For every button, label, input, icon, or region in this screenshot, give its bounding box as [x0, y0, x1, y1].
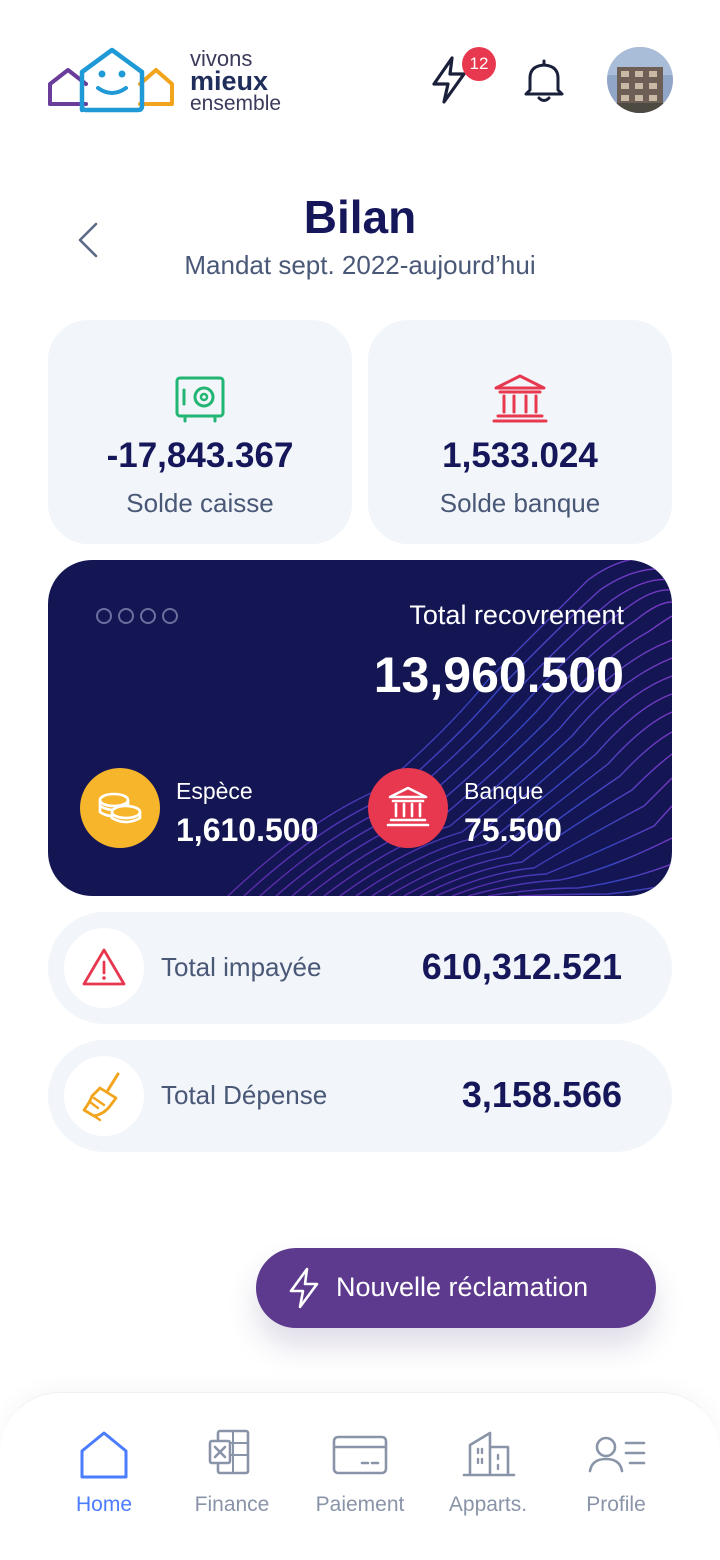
flash-icon: [432, 56, 466, 104]
total-recouvrement-label: Total recovrement: [409, 600, 624, 630]
wave-pattern-decoration: [227, 560, 672, 896]
nouvelle-reclamation-button[interactable]: Nouvelle réclamation: [256, 1248, 656, 1328]
nav-home[interactable]: Home: [40, 1393, 168, 1560]
flash-badge: 12: [462, 47, 496, 81]
avatar-building-image: [607, 47, 673, 113]
page-title: Bilan: [303, 191, 417, 243]
banque-value: 75.500: [464, 812, 562, 848]
chevron-left-icon: [78, 222, 98, 258]
warning-icon: [82, 948, 126, 986]
recouvrement-card[interactable]: Total recovrement 13,960.500 Espèce 1,61…: [48, 560, 672, 896]
total-depense-row[interactable]: Total Dépense 3,158.566: [48, 1040, 672, 1152]
solde-caisse-label: Solde caisse: [126, 488, 274, 518]
card-icon: [332, 1435, 388, 1475]
solde-caisse-card[interactable]: -17,843.367 Solde caisse: [48, 320, 352, 544]
flash-button[interactable]: [424, 52, 474, 108]
logo-line-1: vivons: [190, 46, 253, 71]
total-impayee-label: Total impayée: [161, 952, 322, 982]
card-dots: [96, 608, 184, 629]
home-icon: [80, 1431, 128, 1479]
nav-home-label: Home: [75, 1493, 133, 1516]
bell-icon: [524, 59, 564, 102]
nav-finance-label: Finance: [194, 1493, 270, 1516]
coins-icon-wrapper: [80, 768, 160, 848]
nav-profile-label: Profile: [586, 1493, 646, 1516]
back-button[interactable]: [70, 218, 106, 262]
nav-finance[interactable]: Finance: [168, 1393, 296, 1560]
nav-profile[interactable]: Profile: [552, 1393, 680, 1560]
espece-label: Espèce: [176, 778, 253, 804]
nav-paiement[interactable]: Paiement: [296, 1393, 424, 1560]
espece-value: 1,610.500: [176, 812, 319, 848]
bank-icon: [386, 786, 430, 827]
banque-item: Banque 75.500: [368, 768, 648, 848]
broom-icon: [82, 1072, 120, 1122]
building-icon: [462, 1431, 516, 1477]
solde-banque-label: Solde banque: [439, 488, 601, 518]
solde-caisse-value: -17,843.367: [106, 436, 294, 475]
avatar[interactable]: [607, 47, 673, 113]
safe-icon-wrapper: [48, 372, 352, 426]
bank-icon-wrapper: [368, 372, 672, 426]
flash-icon: [289, 1267, 319, 1309]
nav-apparts[interactable]: Apparts.: [424, 1393, 552, 1560]
coins-icon: [98, 792, 142, 824]
logo-houses-icon: [48, 47, 174, 113]
total-impayee-row[interactable]: Total impayée 610,312.521: [48, 912, 672, 1024]
notifications-button[interactable]: [518, 54, 570, 106]
bank-icon-wrapper: [368, 768, 448, 848]
spreadsheet-icon: [208, 1429, 250, 1475]
dot: [140, 608, 156, 624]
logo-wordmark: vivons mieux ensemble: [190, 46, 282, 115]
espece-item: Espèce 1,610.500: [80, 768, 360, 848]
warning-icon-wrapper: [64, 928, 144, 1008]
nouvelle-reclamation-label: Nouvelle réclamation: [336, 1272, 589, 1302]
profile-icon: [588, 1436, 646, 1473]
total-recouvrement-value: 13,960.500: [373, 647, 624, 703]
nav-apparts-label: Apparts.: [448, 1493, 528, 1516]
dot: [162, 608, 178, 624]
logo-line-2: mieux: [190, 66, 269, 96]
total-impayee-value: 610,312.521: [421, 946, 622, 987]
solde-banque-card[interactable]: 1,533.024 Solde banque: [368, 320, 672, 544]
dot: [118, 608, 134, 624]
bottom-navigation: Home Finance Paiement Apparts.: [0, 1392, 720, 1560]
broom-icon-wrapper: [64, 1056, 144, 1136]
solde-banque-value: 1,533.024: [442, 436, 598, 475]
app-logo[interactable]: [46, 44, 306, 120]
nav-paiement-label: Paiement: [315, 1493, 405, 1516]
dot: [96, 608, 112, 624]
safe-icon: [175, 376, 225, 423]
app-header: vivons mieux ensemble 12: [0, 0, 720, 150]
total-depense-value: 3,158.566: [461, 1074, 622, 1115]
total-depense-label: Total Dépense: [161, 1080, 328, 1110]
bank-icon: [492, 374, 548, 423]
banque-label: Banque: [464, 778, 544, 804]
logo-line-3: ensemble: [190, 92, 282, 115]
page-subtitle: Mandat sept. 2022-aujourd’hui: [184, 250, 536, 280]
